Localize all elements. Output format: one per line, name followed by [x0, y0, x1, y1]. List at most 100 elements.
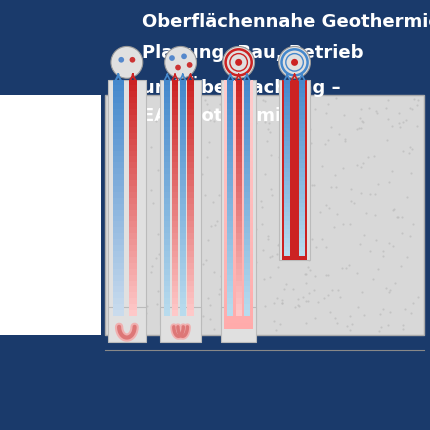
Bar [129, 192, 137, 198]
Bar [236, 127, 242, 133]
Point [126, 135, 133, 142]
Bar [282, 237, 307, 242]
Point [136, 281, 143, 288]
Bar [180, 174, 186, 180]
Bar [244, 138, 250, 144]
Point [295, 301, 301, 308]
Point [390, 242, 396, 249]
Point [334, 210, 341, 217]
Point [389, 207, 396, 214]
Point [131, 216, 138, 223]
Point [180, 234, 187, 241]
Bar [160, 80, 201, 325]
Point [325, 137, 332, 144]
Bar [236, 257, 242, 263]
Bar [282, 84, 307, 89]
Point [300, 293, 307, 300]
Bar [227, 86, 233, 92]
Bar [187, 186, 194, 192]
Bar [180, 310, 186, 316]
Bar [282, 147, 307, 152]
Bar [224, 316, 253, 322]
Circle shape [129, 57, 135, 63]
Point [303, 280, 310, 286]
Bar [227, 251, 233, 257]
Point [136, 304, 143, 310]
Bar [187, 245, 194, 251]
Point [148, 262, 155, 269]
Bar [0, 95, 101, 335]
Point [153, 301, 160, 307]
Point [347, 198, 354, 205]
Bar [282, 255, 307, 260]
Point [262, 302, 269, 309]
Bar [187, 97, 194, 103]
Bar [227, 204, 233, 210]
Bar [224, 223, 253, 229]
Bar [244, 168, 250, 174]
Point [135, 135, 141, 142]
Bar [244, 286, 250, 292]
Bar [244, 275, 250, 280]
Bar [244, 304, 250, 310]
Bar [227, 215, 233, 221]
Circle shape [165, 46, 197, 78]
Point [379, 306, 386, 313]
Bar [285, 115, 290, 119]
Bar [299, 97, 305, 101]
Bar [292, 243, 298, 247]
Bar [299, 234, 305, 238]
Bar [299, 181, 305, 185]
Bar [172, 97, 178, 103]
Bar [285, 199, 290, 203]
Bar [172, 192, 178, 198]
Point [225, 111, 232, 117]
Point [124, 184, 131, 190]
Bar [113, 115, 124, 121]
Bar [282, 98, 307, 102]
Bar [113, 138, 124, 144]
Point [260, 276, 267, 283]
Point [292, 134, 299, 141]
Bar [129, 233, 137, 239]
Bar [292, 163, 298, 168]
Bar [224, 211, 253, 217]
Point [346, 261, 353, 268]
Point [120, 204, 127, 211]
Point [185, 138, 192, 144]
Point [337, 294, 344, 301]
Point [166, 249, 172, 256]
Bar [129, 310, 137, 316]
Bar [236, 186, 242, 192]
Point [144, 303, 151, 310]
Point [341, 135, 348, 142]
Bar [180, 233, 186, 239]
Bar [172, 227, 178, 233]
Point [298, 117, 304, 124]
Point [391, 206, 398, 213]
Bar [244, 103, 250, 109]
Point [129, 189, 135, 196]
Point [388, 123, 395, 129]
Point [211, 221, 218, 228]
Point [348, 185, 355, 192]
Bar [224, 242, 253, 248]
Bar [129, 121, 137, 127]
Bar [113, 80, 124, 86]
Point [233, 191, 240, 198]
Bar [180, 275, 186, 280]
Bar [285, 185, 290, 190]
Bar [282, 93, 307, 98]
Point [358, 118, 365, 125]
Bar [172, 304, 178, 310]
Bar [187, 251, 194, 257]
Point [196, 262, 203, 269]
Bar [180, 103, 186, 109]
Point [297, 246, 304, 252]
Bar [282, 134, 307, 138]
Bar [244, 269, 250, 275]
Point [112, 273, 119, 280]
Point [238, 219, 245, 226]
Bar [292, 221, 298, 225]
Point [311, 273, 318, 280]
